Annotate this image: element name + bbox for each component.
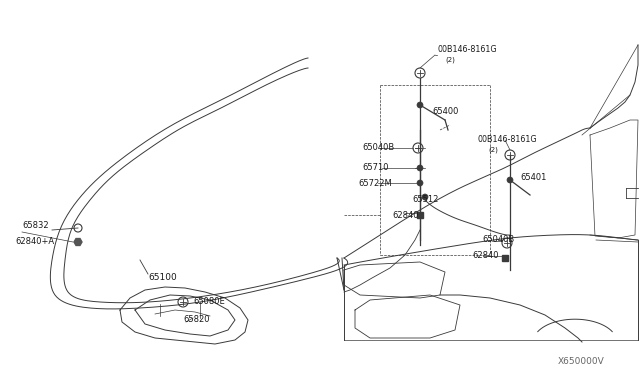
Text: X650000V: X650000V	[558, 357, 605, 366]
Text: 65040B: 65040B	[482, 235, 515, 244]
Text: 00B146-8161G: 00B146-8161G	[437, 45, 497, 55]
Text: (2): (2)	[445, 57, 455, 63]
Text: 65832: 65832	[22, 221, 49, 231]
Text: 62840+A: 62840+A	[15, 237, 54, 247]
Text: 65722M: 65722M	[358, 179, 392, 187]
Text: 65040B: 65040B	[362, 144, 394, 153]
Text: 65100: 65100	[148, 273, 177, 282]
Circle shape	[417, 102, 423, 108]
Text: 65820: 65820	[183, 315, 209, 324]
Text: (2): (2)	[488, 147, 498, 153]
Text: 62840: 62840	[472, 251, 499, 260]
Text: 65512: 65512	[412, 196, 438, 205]
Polygon shape	[74, 238, 82, 246]
Bar	[502, 255, 508, 261]
Text: 00B146-8161G: 00B146-8161G	[478, 135, 538, 144]
Text: 62840: 62840	[392, 211, 419, 219]
Circle shape	[507, 177, 513, 183]
Circle shape	[417, 180, 423, 186]
Circle shape	[422, 194, 428, 200]
Text: 65400: 65400	[432, 108, 458, 116]
Text: 65080E: 65080E	[193, 298, 225, 307]
Circle shape	[417, 165, 423, 171]
Text: 65401: 65401	[520, 173, 547, 183]
Text: 65710: 65710	[362, 164, 388, 173]
Bar	[417, 212, 423, 218]
